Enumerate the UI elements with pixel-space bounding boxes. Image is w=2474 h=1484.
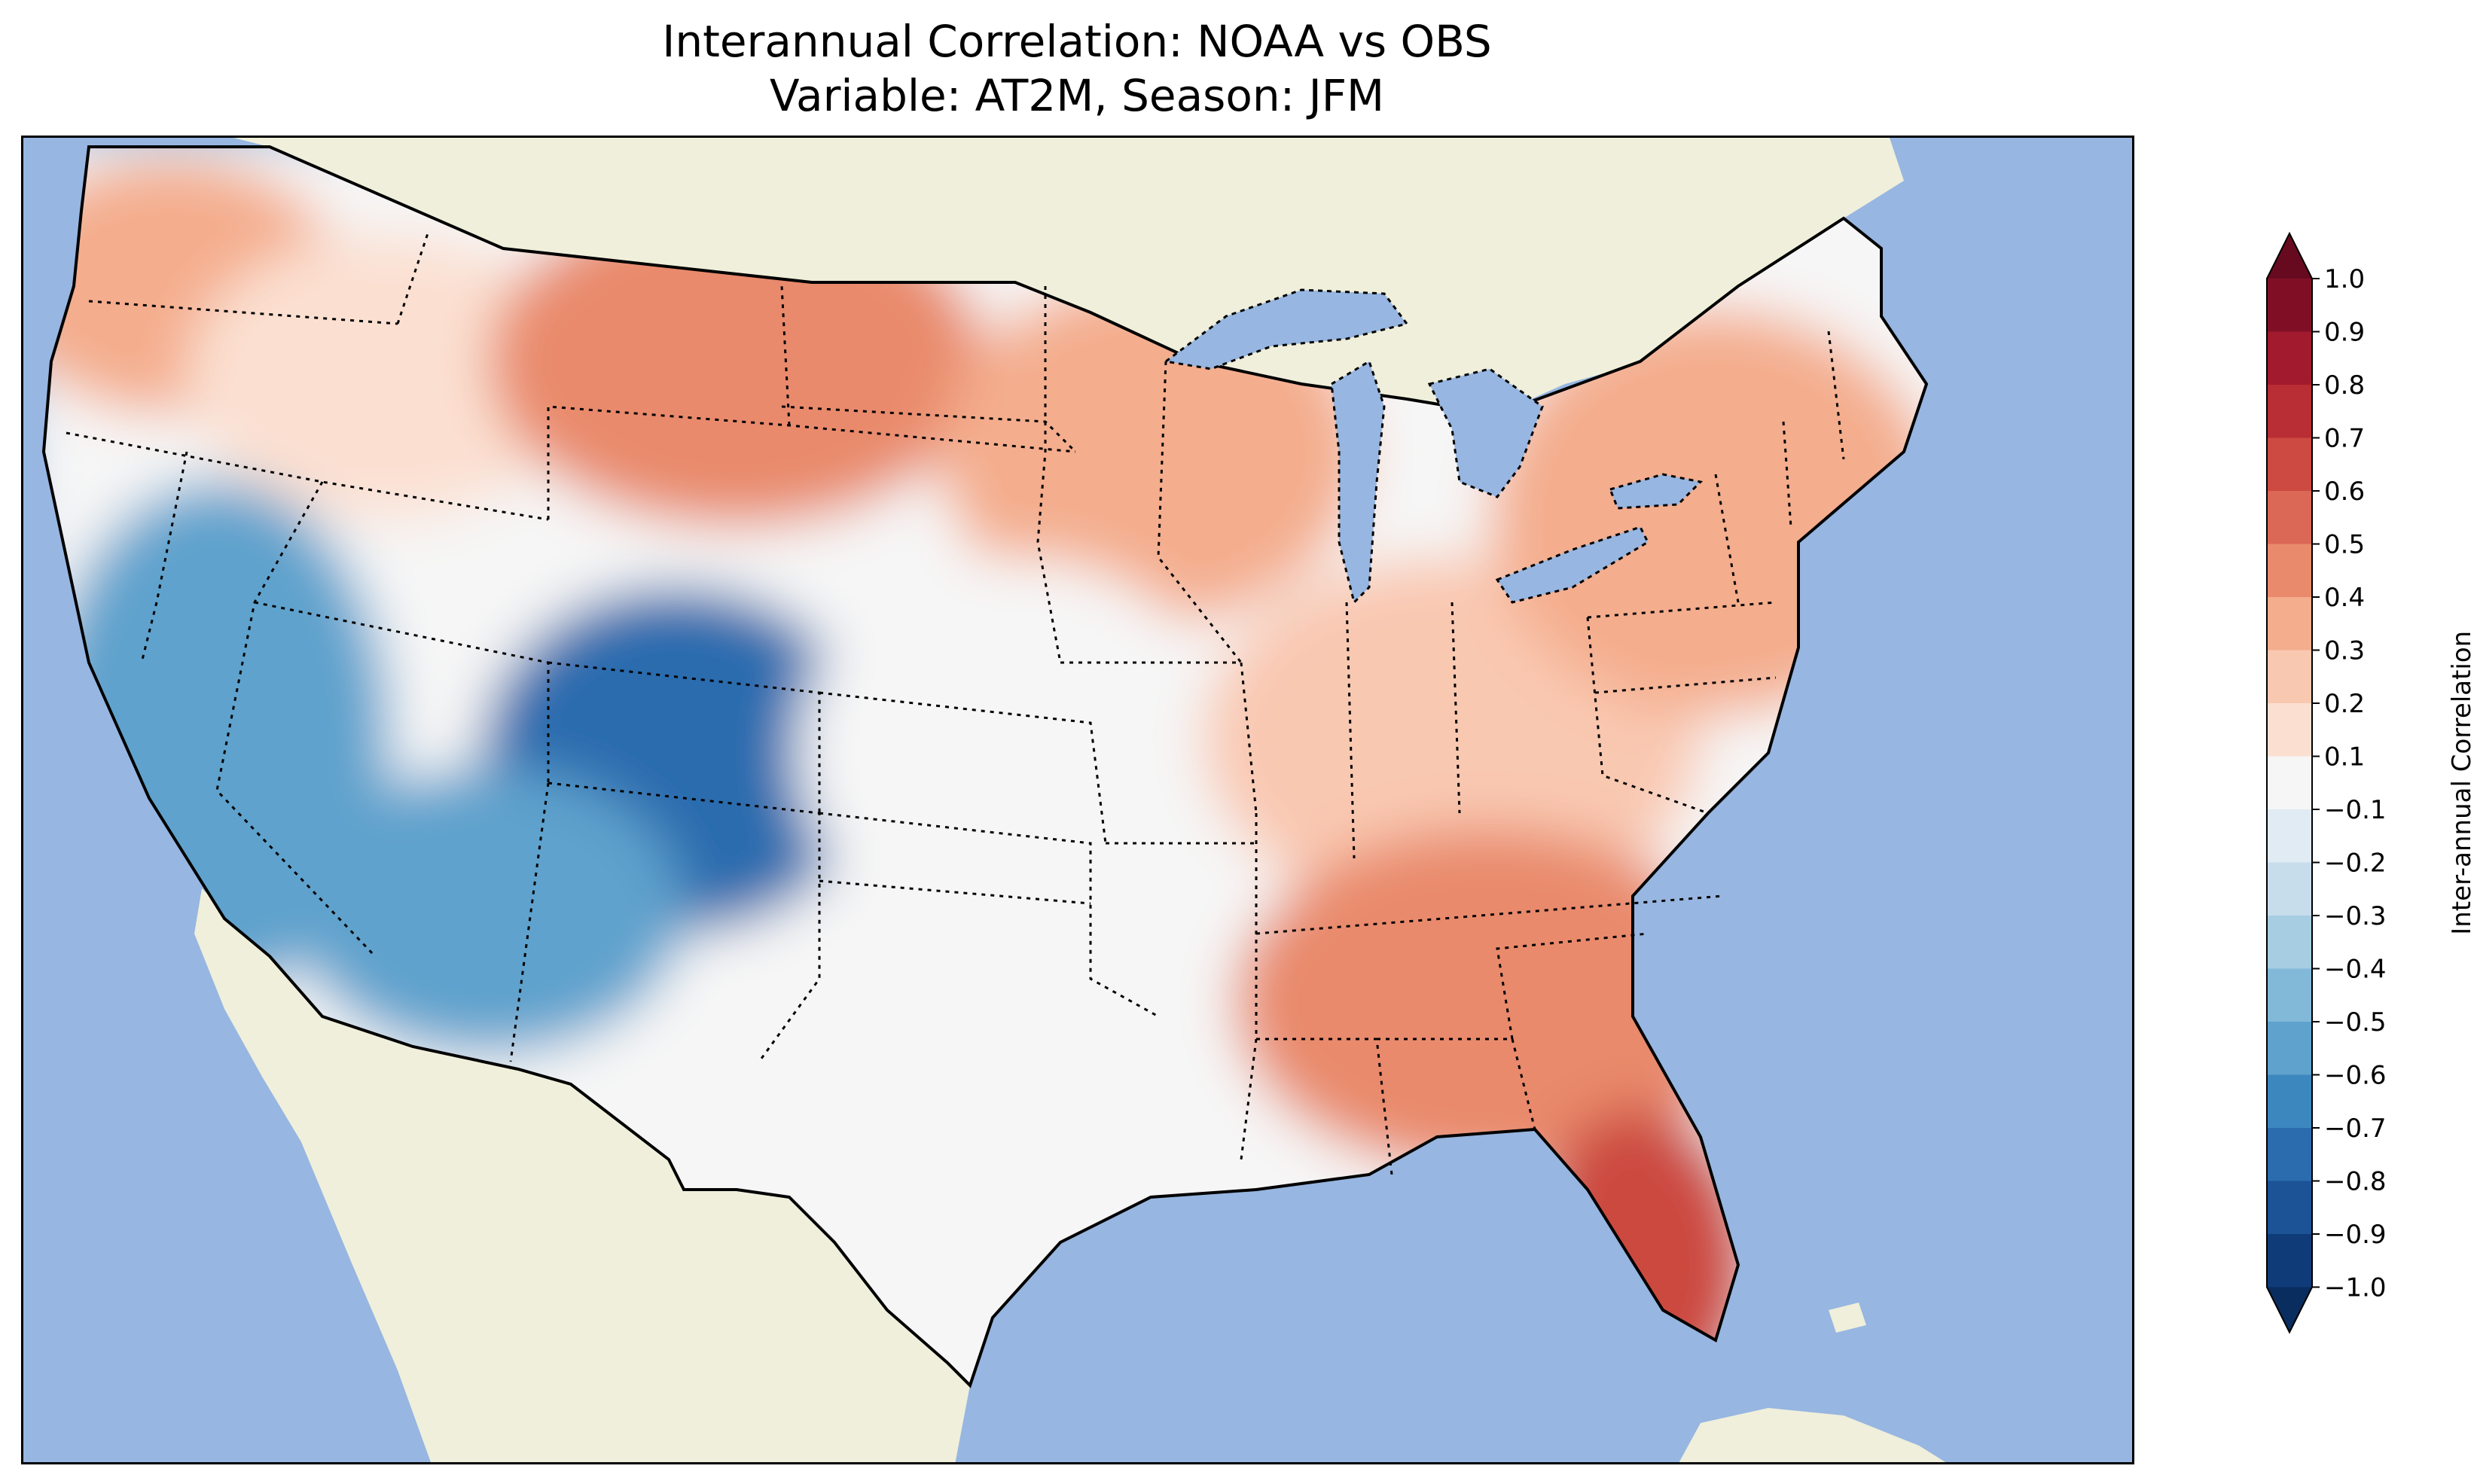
colorbar-bin <box>2267 597 2312 651</box>
bahamas-island <box>1829 1303 1866 1333</box>
colorbar-tick-label: −0.9 <box>2324 1220 2387 1250</box>
colorbar-label: Inter-annual Correlation <box>2447 631 2474 935</box>
chart-title: Interannual Correlation: NOAA vs OBS <box>662 16 1492 67</box>
lake-superior <box>1163 288 1409 370</box>
colorbar-tick-label: 0.3 <box>2324 636 2365 666</box>
correlation-region <box>292 768 684 1054</box>
correlation-region <box>699 919 1151 1265</box>
correlation-region <box>187 233 578 520</box>
colorbar-tick-label: −0.6 <box>2324 1061 2387 1091</box>
lake-huron <box>1427 367 1544 498</box>
colorbar-tick-label: −0.3 <box>2324 901 2387 931</box>
baja-peninsula <box>258 979 465 1464</box>
colorbar-tick-label: 0.9 <box>2324 318 2365 348</box>
colorbar-bin <box>2267 1022 2312 1075</box>
colorbar-tick-label: −0.8 <box>2324 1167 2387 1197</box>
colorbar-tick-label: 0.2 <box>2324 689 2365 719</box>
correlation-region <box>797 557 1234 949</box>
colorbar-tick-label: 0.4 <box>2324 583 2365 613</box>
colorbar-bin <box>2267 703 2312 757</box>
colorbar-bin <box>2267 437 2312 492</box>
colorbar-bin <box>2267 916 2312 969</box>
colorbar-bin <box>2267 1234 2312 1287</box>
colorbar-bin <box>2267 809 2312 863</box>
land <box>194 136 1949 1464</box>
colorbar-tick-label: −1.0 <box>2324 1273 2387 1303</box>
colorbar-tick-label: 0.8 <box>2324 370 2365 401</box>
colorbar-bin <box>2267 279 2312 332</box>
colorbar-bin <box>2267 862 2312 916</box>
chart-subtitle: Variable: AT2M, Season: JFM <box>769 70 1385 121</box>
colorbar-tick-label: 0.5 <box>2324 530 2365 560</box>
colorbar-bin <box>2267 1074 2312 1129</box>
colorbar-bin <box>2267 491 2312 544</box>
colorbar-extend-bottom <box>2267 1287 2312 1333</box>
colorbar-tick-label: 1.0 <box>2324 264 2365 294</box>
colorbar-tick-label: −0.4 <box>2324 955 2387 985</box>
colorbar-tick-label: 0.6 <box>2324 477 2365 507</box>
colorbar-bin <box>2267 1181 2312 1235</box>
cuba-island <box>1678 1408 1949 1464</box>
colorbar-tick-label: 0.1 <box>2324 742 2365 772</box>
colorbar-bin <box>2267 756 2312 810</box>
map-frame <box>21 136 2134 1464</box>
colorbar-tick-label: −0.5 <box>2324 1007 2387 1038</box>
colorbar-bin <box>2267 650 2312 704</box>
colorbar-bin <box>2267 968 2312 1022</box>
colorbar-tick-label: −0.1 <box>2324 795 2387 825</box>
great-lakes <box>1163 288 1704 605</box>
correlation-region <box>1234 828 1746 1175</box>
canada-land <box>224 136 1904 414</box>
colorbar-bin <box>2267 544 2312 598</box>
lake-ontario <box>1608 473 1704 510</box>
colorbar: 1.0 0.9 0.8 0.7 0.6 0.5 0.4 0.3 0.2 0.1 −0.1 −0.2 −0… <box>2266 231 2474 1334</box>
colorbar-bin <box>2267 1128 2312 1181</box>
us-coastline <box>41 145 1929 1388</box>
colorbar-tick-label: 0.7 <box>2324 424 2365 454</box>
colorbar-bin <box>2267 331 2312 385</box>
lake-michigan <box>1330 359 1386 605</box>
colorbar-tick-label: −0.2 <box>2324 849 2387 879</box>
colorbar-extend-top <box>2267 233 2312 279</box>
colorbar-bin <box>2267 385 2312 438</box>
lake-erie <box>1495 526 1649 604</box>
state-boundaries <box>66 233 1845 1175</box>
colorbar-tick-label: −0.7 <box>2324 1114 2387 1144</box>
